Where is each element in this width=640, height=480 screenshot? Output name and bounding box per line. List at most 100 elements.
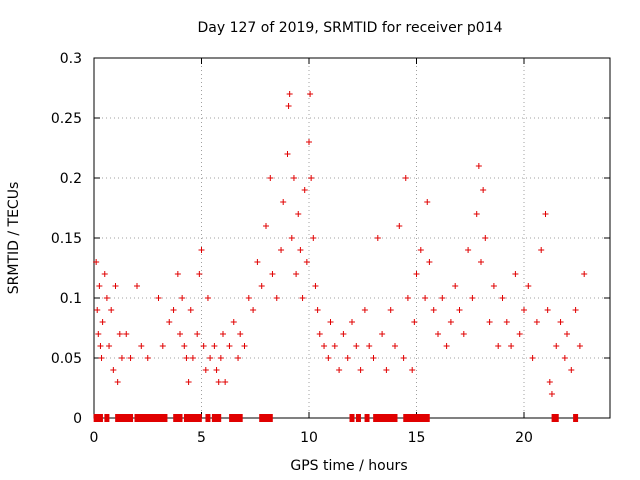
data-point	[508, 343, 515, 349]
data-point	[331, 343, 338, 349]
data-point	[546, 379, 553, 385]
data-point	[495, 343, 502, 349]
data-point	[561, 355, 568, 361]
data-point	[185, 379, 192, 385]
data-point	[93, 259, 100, 265]
zero-point	[158, 414, 164, 422]
x-axis-ticks: 0 5 10 15 20	[90, 58, 533, 446]
data-point	[280, 199, 287, 205]
data-point	[336, 367, 343, 373]
zero-point	[420, 414, 426, 422]
data-point	[245, 295, 252, 301]
data-point	[353, 343, 360, 349]
data-point	[138, 343, 145, 349]
data-point	[112, 283, 119, 289]
data-point	[200, 343, 207, 349]
zero-point	[349, 414, 355, 422]
y-axis-label: SRMTID / TECUs	[6, 182, 22, 295]
data-point	[480, 187, 487, 193]
data-point	[475, 163, 482, 169]
data-point	[572, 307, 579, 313]
data-point	[374, 235, 381, 241]
y-tick-label: 0.2	[60, 171, 82, 187]
data-point	[127, 355, 134, 361]
zero-point	[123, 414, 129, 422]
zero-point	[573, 414, 579, 422]
data-point	[263, 223, 269, 229]
data-point	[230, 319, 237, 325]
zero-point	[104, 414, 110, 422]
zero-point	[177, 414, 183, 422]
data-point	[159, 343, 166, 349]
data-point	[366, 343, 373, 349]
data-point	[235, 355, 242, 361]
data-point	[413, 271, 420, 277]
data-point	[568, 367, 575, 373]
x-tick-label: 20	[515, 430, 533, 446]
data-point	[97, 343, 104, 349]
data-point	[278, 247, 285, 253]
zero-point	[211, 414, 217, 422]
zero-point	[192, 414, 198, 422]
data-point	[308, 175, 315, 181]
chart-title: Day 127 of 2019, SRMTID for receiver p01…	[197, 20, 502, 36]
data-point	[422, 295, 429, 301]
data-point	[548, 391, 555, 397]
data-point	[285, 103, 292, 109]
data-point	[288, 235, 295, 241]
data-point	[482, 235, 489, 241]
grid-lines	[94, 58, 610, 418]
data-point	[411, 319, 418, 325]
data-point	[392, 343, 398, 349]
data-point	[452, 283, 459, 289]
data-point	[222, 379, 229, 385]
zero-point	[134, 414, 140, 422]
data-point	[387, 307, 394, 313]
data-point	[400, 355, 407, 361]
y-tick-label: 0.3	[60, 51, 82, 67]
data-point	[267, 175, 274, 181]
zero-point	[364, 414, 370, 422]
zero-point	[233, 414, 239, 422]
data-point	[174, 271, 181, 277]
data-point	[581, 271, 588, 277]
data-point	[170, 307, 177, 313]
data-point	[116, 331, 123, 337]
zero-point	[263, 414, 269, 422]
x-tick-label: 15	[408, 430, 426, 446]
data-point	[226, 343, 233, 349]
data-point	[144, 355, 151, 361]
data-point	[237, 331, 244, 337]
data-point	[123, 331, 130, 337]
data-point	[321, 343, 328, 349]
data-point	[404, 295, 411, 301]
data-point	[299, 295, 306, 301]
data-point	[435, 331, 441, 337]
data-point	[196, 271, 203, 277]
data-point	[379, 331, 386, 337]
data-point	[290, 175, 297, 181]
zero-point	[237, 414, 243, 422]
data-point	[108, 307, 115, 313]
data-point	[99, 319, 106, 325]
y-tick-label: 0	[73, 411, 82, 427]
data-point	[94, 307, 101, 313]
data-point	[426, 259, 433, 265]
data-point	[456, 307, 463, 313]
data-point	[396, 223, 403, 229]
zero-point	[119, 414, 125, 422]
data-point	[134, 283, 140, 289]
data-point	[521, 307, 527, 313]
zero-point	[379, 414, 385, 422]
data-point	[357, 367, 364, 373]
data-point	[486, 319, 493, 325]
data-point	[254, 259, 261, 265]
y-tick-label: 0.25	[51, 111, 82, 127]
data-point	[181, 343, 188, 349]
data-point	[490, 283, 497, 289]
data-point	[553, 343, 560, 349]
data-point	[286, 91, 293, 97]
data-point	[297, 247, 304, 253]
data-point	[529, 355, 536, 361]
x-tick-label: 0	[90, 430, 99, 446]
